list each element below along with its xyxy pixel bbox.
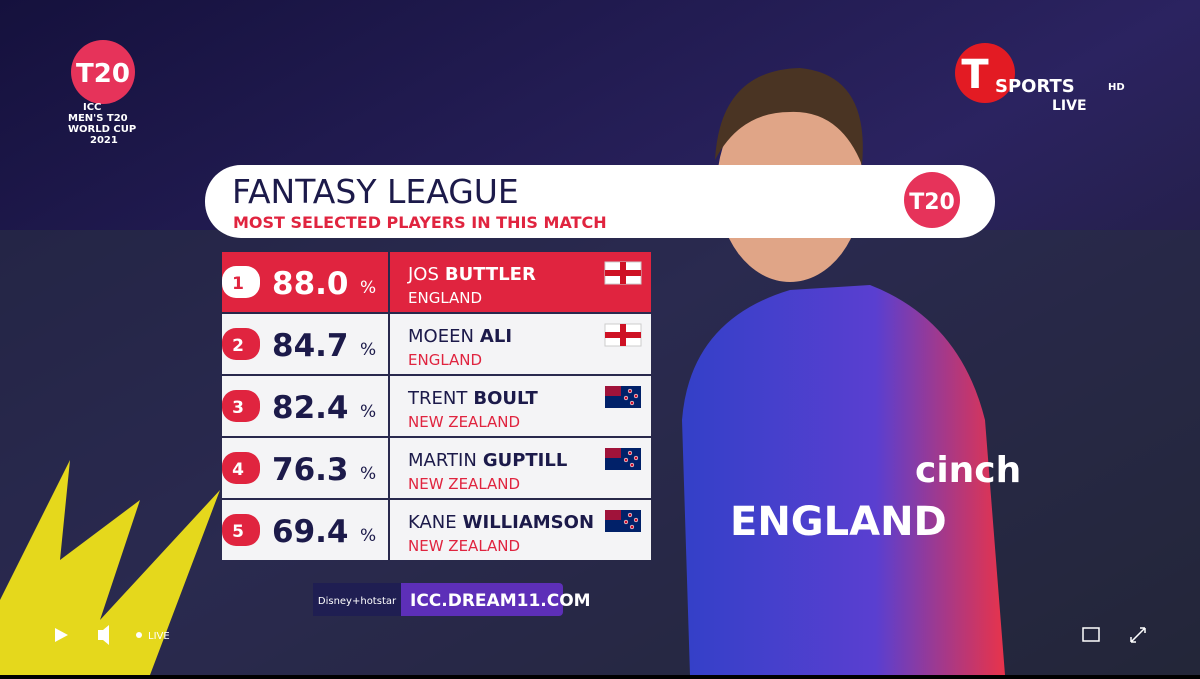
percent: 69.4 (272, 514, 349, 550)
logo-mark: T20 (76, 59, 130, 89)
jersey-sponsor: cinch (915, 450, 1021, 491)
player-name: MARTIN GUPTILL (408, 450, 567, 471)
rank-badge (222, 266, 260, 298)
header-card (205, 165, 995, 238)
percent-unit: % (360, 526, 376, 546)
flag-star (623, 395, 629, 401)
percent-unit: % (360, 340, 376, 360)
channel-name: SPORTS (995, 76, 1075, 97)
flag-star (633, 393, 639, 399)
player-name: JOS BUTTLER (407, 264, 536, 285)
logo-line: MEN'S T20 (68, 113, 128, 124)
header-badge-bg (904, 172, 960, 228)
header-subtitle: MOST SELECTED PLAYERS IN THIS MATCH (233, 213, 607, 232)
flag-union (605, 448, 621, 458)
rank: 1 (232, 274, 244, 294)
first-name: JOS (407, 264, 439, 285)
table: 1 88.0 % JOS BUTTLER ENGLAND 2 84.7 % MOEEN ALI ENG… (222, 252, 651, 560)
lightning-graphic (0, 460, 220, 675)
last-name: ALI (480, 326, 512, 347)
channel-status: LIVE (1052, 98, 1087, 114)
footer-partner-bg (313, 583, 401, 616)
flag-star (623, 457, 629, 463)
footer-partner: Disney+hotstar (318, 596, 397, 607)
rank-badge (222, 452, 260, 484)
percent: 88.0 (272, 266, 349, 302)
logo-line: 2021 (90, 135, 118, 146)
first-name: KANE (408, 512, 457, 533)
flag-cross (605, 332, 641, 338)
percent: 84.7 (272, 328, 349, 364)
last-name: GUPTILL (483, 450, 568, 471)
country: NEW ZEALAND (408, 475, 520, 493)
flag-star (627, 450, 633, 456)
flag-union (605, 510, 621, 520)
player-name: MOEEN ALI (408, 326, 512, 347)
last-name: BOULT (473, 388, 538, 409)
rank-badge (222, 514, 260, 546)
flag-star (629, 524, 635, 530)
flag-star (633, 517, 639, 523)
percent-unit: % (360, 278, 376, 298)
percent: 82.4 (272, 390, 349, 426)
header-title: FANTASY LEAGUE (232, 172, 519, 211)
country: ENGLAND (408, 289, 482, 307)
flag-union (605, 386, 621, 396)
rank-badge (222, 328, 260, 360)
volume-button[interactable] (98, 625, 109, 645)
footer-url: ICC.DREAM11.COM (410, 591, 591, 611)
channel-letter: T (961, 52, 989, 98)
flag-star (623, 519, 629, 525)
percent: 76.3 (272, 452, 349, 488)
play-button[interactable] (55, 628, 68, 642)
channel-logo: T SPORTS HD LIVE (955, 43, 1125, 114)
country: ENGLAND (408, 351, 482, 369)
country: NEW ZEALAND (408, 537, 520, 555)
last-name: BUTTLER (445, 264, 536, 285)
player-name: KANE WILLIAMSON (408, 512, 594, 533)
percent-unit: % (360, 464, 376, 484)
first-name: MARTIN (408, 450, 477, 471)
logo-line: WORLD CUP (68, 124, 136, 135)
live-label: LIVE (148, 631, 170, 642)
fullscreen-button[interactable] (1130, 627, 1146, 643)
rank: 5 (232, 522, 244, 542)
first-name: MOEEN (408, 326, 474, 347)
flag-cross (605, 270, 641, 276)
channel-quality: HD (1108, 82, 1125, 93)
live-dot (136, 632, 142, 638)
last-name: WILLIAMSON (463, 512, 594, 533)
rank: 2 (232, 336, 244, 356)
logo-line: ICC (83, 102, 101, 113)
event-logo: T20 ICC MEN'S T20 WORLD CUP 2021 (68, 40, 136, 146)
percent-unit: % (360, 402, 376, 422)
country: NEW ZEALAND (408, 413, 520, 431)
header-badge: T20 (909, 190, 955, 215)
rank: 3 (232, 398, 244, 418)
rank-badge (222, 390, 260, 422)
flag-star (627, 388, 633, 394)
flag-star (633, 455, 639, 461)
flag-star (627, 512, 633, 518)
pip-button[interactable] (1082, 627, 1100, 642)
flag-star (629, 400, 635, 406)
rank: 4 (232, 460, 244, 480)
flag-star (629, 462, 635, 468)
player-name: TRENT BOULT (407, 388, 538, 409)
first-name: TRENT (407, 388, 468, 409)
jersey-text: ENGLAND (730, 499, 947, 545)
